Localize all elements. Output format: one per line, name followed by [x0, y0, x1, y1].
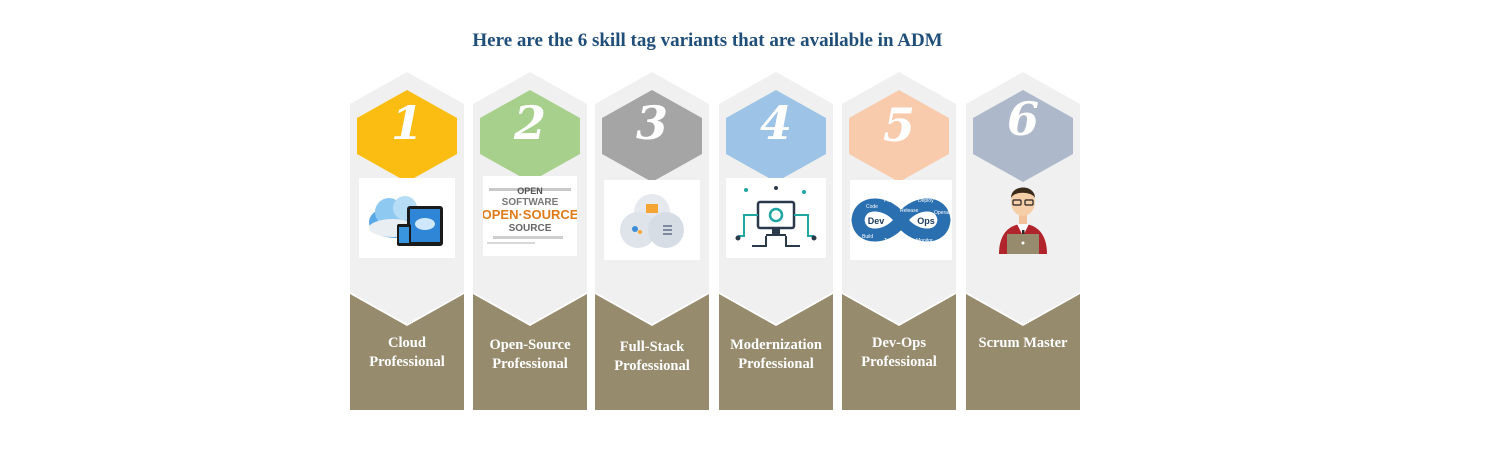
open-source-wordcloud-icon: OPEN SOFTWARE OPEN·SOURCE SOURCE [483, 176, 577, 256]
number-hexagon [357, 90, 457, 182]
card-number: 2 [513, 96, 546, 150]
skill-card-devops: 5 Dev Ops Code Plan Build Test Release D… [842, 72, 956, 412]
card-label: Dev-Ops Professional [861, 335, 937, 370]
scrum-master-person-icon [975, 176, 1071, 256]
card-label: Cloud Professional [369, 335, 445, 370]
svg-text:Monitor: Monitor [916, 238, 933, 244]
svg-text:Test: Test [884, 238, 894, 244]
svg-text:Ops: Ops [917, 216, 935, 226]
skill-card-full-stack: 3 Full-Stack Professional [595, 72, 709, 412]
card-number: 5 [882, 98, 915, 152]
number-hexagon [480, 90, 580, 182]
svg-text:Plan: Plan [884, 198, 894, 204]
card-number: 6 [1006, 92, 1039, 146]
card-label: Full-Stack Professional [614, 339, 690, 374]
svg-text:Deploy: Deploy [918, 198, 934, 204]
card-label: Modernization Professional [730, 337, 822, 372]
svg-text:Operate: Operate [934, 210, 952, 216]
svg-text:SOFTWARE: SOFTWARE [502, 197, 559, 208]
svg-text:SOURCE: SOURCE [509, 223, 552, 234]
svg-text:Release: Release [900, 208, 919, 214]
number-hexagon [849, 90, 949, 182]
card-number: 1 [390, 96, 423, 150]
number-hexagon [602, 90, 702, 182]
svg-text:OPEN·SOURCE: OPEN·SOURCE [483, 207, 577, 222]
svg-text:OPEN: OPEN [517, 186, 543, 196]
devops-infinity-icon: Dev Ops Code Plan Build Test Release Dep… [850, 180, 952, 260]
number-hexagon [726, 90, 826, 182]
skill-card-cloud: 1 Cloud Professional [350, 72, 464, 412]
svg-text:Build: Build [862, 234, 873, 240]
card-label: Scrum Master [978, 335, 1068, 351]
number-hexagon [973, 90, 1073, 182]
svg-text:Code: Code [866, 204, 878, 210]
full-stack-venn-icon [604, 180, 700, 260]
skill-card-modernization: 4 Modernization Professional [719, 72, 833, 412]
card-number: 3 [635, 96, 668, 150]
monitor-network-icon [726, 178, 826, 258]
skill-card-scrum-master: 6 Scrum Master [966, 72, 1080, 412]
page-title: Here are the 6 skill tag variants that a… [472, 30, 943, 51]
cloud-devices-icon [359, 178, 455, 258]
svg-text:Dev: Dev [868, 216, 885, 226]
card-label: Open-Source Professional [489, 337, 571, 372]
skill-card-open-source: 2 OPEN SOFTWARE OPEN·SOURCE SOURCE Open-… [473, 72, 587, 412]
card-number: 4 [759, 96, 792, 150]
